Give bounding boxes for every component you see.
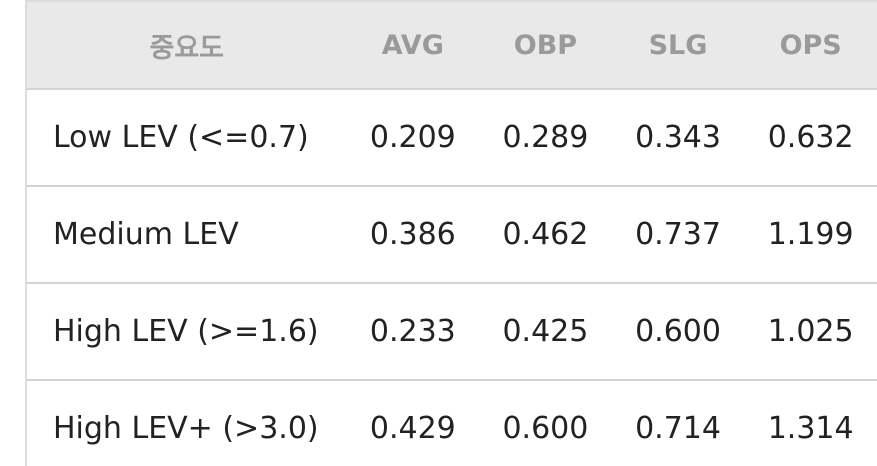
- stat-cell: 0.386: [346, 185, 480, 283]
- stat-cell: 0.289: [479, 88, 612, 186]
- table-row: Low LEV (<=0.7) 0.209 0.289 0.343 0.632: [27, 88, 877, 186]
- stats-table: 중요도 AVG OBP SLG OPS Low LEV (<=0.7) 0.209 0.28…: [27, 2, 877, 466]
- stat-cell: 0.425: [479, 282, 612, 380]
- row-label: High LEV+ (>3.0): [27, 379, 347, 466]
- stat-cell: 0.429: [346, 379, 480, 466]
- row-label: High LEV (>=1.6): [27, 282, 347, 380]
- stat-cell: 0.714: [611, 379, 745, 466]
- header-cell: 중요도: [27, 2, 347, 89]
- table-row: High LEV+ (>3.0) 0.429 0.600 0.714 1.314: [27, 379, 877, 466]
- header-cell: OBP: [479, 2, 612, 89]
- stat-cell: 0.462: [479, 185, 612, 283]
- stat-cell: 0.600: [611, 282, 745, 380]
- stat-cell: 0.737: [611, 185, 745, 283]
- table-container: 중요도 AVG OBP SLG OPS Low LEV (<=0.7) 0.209 0.28…: [25, 0, 877, 466]
- table-row: High LEV (>=1.6) 0.233 0.425 0.600 1.025: [27, 282, 877, 380]
- stat-cell: 0.632: [744, 88, 877, 186]
- header-cell: AVG: [346, 2, 480, 89]
- header-cell: SLG: [611, 2, 745, 89]
- header-cell: OPS: [744, 2, 877, 89]
- stat-cell: 1.199: [744, 185, 877, 283]
- table-body: Low LEV (<=0.7) 0.209 0.289 0.343 0.632 Mediu…: [27, 88, 877, 466]
- table-row: Medium LEV 0.386 0.462 0.737 1.199: [27, 185, 877, 283]
- stat-cell: 1.025: [744, 282, 877, 380]
- stat-cell: 0.233: [346, 282, 480, 380]
- stat-cell: 0.343: [611, 88, 745, 186]
- row-label: Low LEV (<=0.7): [27, 88, 347, 186]
- header-row: 중요도 AVG OBP SLG OPS: [27, 2, 877, 89]
- stat-cell: 1.314: [744, 379, 877, 466]
- stat-cell: 0.209: [346, 88, 480, 186]
- stat-cell: 0.600: [479, 379, 612, 466]
- row-label: Medium LEV: [27, 185, 347, 283]
